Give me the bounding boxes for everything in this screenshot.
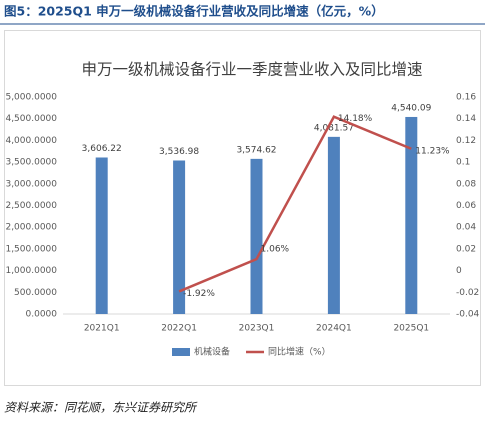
legend-label: 机械设备 — [194, 346, 230, 358]
y2-tick-label: 0.14 — [456, 114, 476, 124]
line-value-label: 1.06% — [261, 245, 290, 255]
bar-value-label: 4,540.09 — [391, 103, 431, 113]
bar-value-label: 3,574.62 — [236, 145, 276, 155]
bar-value-label: 4,081.57 — [314, 123, 354, 133]
line-value-label: 14.18% — [338, 114, 373, 124]
y2-tick-label: 0.1 — [456, 158, 470, 168]
y2-tick-label: 0 — [456, 266, 462, 276]
bar — [95, 157, 108, 314]
y2-tick-label: 0.08 — [456, 179, 476, 189]
y-tick-label: 1,000.0000 — [5, 266, 57, 276]
y2-tick-label: 0.12 — [456, 136, 476, 146]
line — [178, 115, 412, 293]
y-tick-label: 2,500.0000 — [5, 201, 57, 211]
y-tick-label: 4,500.0000 — [5, 114, 57, 124]
line-value-label: -1.92% — [183, 289, 215, 299]
x-tick-label: 2021Q1 — [84, 324, 120, 334]
bar — [173, 160, 186, 314]
source: 资料来源：同花顺，东兴证券研究所 — [4, 401, 198, 415]
y-tick-label: 5,000.0000 — [5, 93, 57, 103]
y-tick-label: 1,500.0000 — [5, 244, 57, 254]
bar — [250, 158, 263, 314]
chart-title: 申万一级机械设备行业一季度营业收入及同比增速 — [81, 61, 422, 79]
y2-tick-label: -0.02 — [456, 288, 479, 298]
y2-tick-label: -0.04 — [456, 310, 480, 320]
bar — [405, 116, 418, 315]
caption: 图5：2025Q1 申万一级机械设备行业营收及同比增速（亿元，%） — [4, 4, 384, 19]
x-tick-label: 2022Q1 — [161, 324, 197, 334]
x-tick-label: 2024Q1 — [316, 324, 352, 334]
bar — [327, 136, 340, 314]
y-tick-label: 0.0000 — [26, 310, 58, 320]
x-tick-label: 2025Q1 — [393, 324, 429, 334]
line-value-label: 11.23% — [415, 146, 450, 156]
y-tick-label: 2,000.0000 — [5, 223, 57, 233]
x-tick-label: 2023Q1 — [239, 324, 275, 334]
legend-swatch — [172, 348, 190, 356]
bar-value-label: 3,536.98 — [159, 147, 199, 157]
y2-tick-label: 0.02 — [456, 244, 476, 254]
y-tick-label: 3,500.0000 — [5, 158, 57, 168]
bar-value-label: 3,606.22 — [82, 144, 122, 154]
chart-border — [4, 30, 481, 386]
y-tick-label: 4,000.0000 — [5, 136, 57, 146]
y2-tick-label: 0.06 — [456, 201, 476, 211]
legend-label: 同比增速（%） — [268, 346, 331, 358]
y2-tick-label: 0.16 — [456, 93, 476, 103]
y2-tick-label: 0.04 — [456, 223, 476, 233]
y-tick-label: 500.0000 — [14, 288, 57, 298]
y-tick-label: 3,000.0000 — [5, 179, 57, 189]
